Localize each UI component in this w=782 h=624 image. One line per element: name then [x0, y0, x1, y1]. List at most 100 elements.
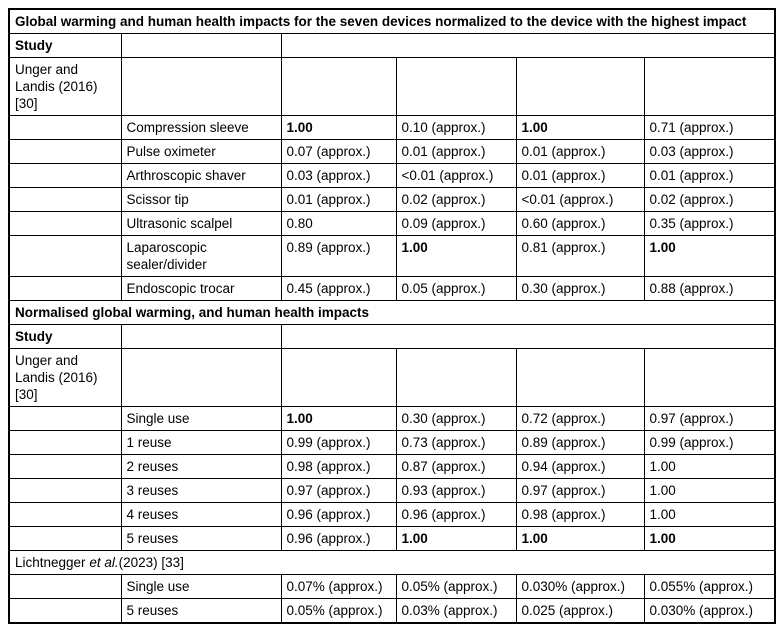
- table-row: 3 reuses 0.97 (approx.) 0.93 (approx.) 0…: [8, 478, 776, 503]
- value-cell: 1.00: [280, 406, 397, 431]
- empty-cell: [280, 324, 776, 349]
- table-row: 1 reuse 0.99 (approx.) 0.73 (approx.) 0.…: [8, 430, 776, 455]
- value-cell: 0.01 (approx.): [395, 139, 517, 164]
- value-cell: 1.00: [280, 115, 397, 140]
- value-cell: <0.01 (approx.): [515, 187, 645, 212]
- device-label: Laparoscopic sealer/divider: [126, 240, 207, 272]
- empty-cell: [8, 139, 122, 164]
- use-label-cell: 2 reuses: [120, 454, 282, 479]
- value-cell: 0.05% (approx.): [395, 574, 517, 599]
- use-label-cell: Single use: [120, 406, 282, 431]
- table-row: 5 reuses 0.96 (approx.) 1.00 1.00 1.00: [8, 526, 776, 551]
- value-cell: 0.96 (approx.): [280, 502, 397, 527]
- value-cell: 1.00: [643, 235, 776, 277]
- value-cell: 0.02 (approx.): [395, 187, 517, 212]
- device-label-cell: Compression sleeve: [120, 115, 282, 140]
- section1-study-header: Study: [8, 33, 122, 58]
- value-cell: 0.45 (approx.): [280, 276, 397, 301]
- table-row: Laparoscopic sealer/divider 0.89 (approx…: [8, 235, 776, 277]
- value-cell: <0.01 (approx.): [395, 163, 517, 188]
- device-label-cell: Endoscopic trocar: [120, 276, 282, 301]
- table-row: Scissor tip 0.01 (approx.) 0.02 (approx.…: [8, 187, 776, 212]
- value-cell: 0.07% (approx.): [280, 574, 397, 599]
- value-cell: 0.01 (approx.): [280, 187, 397, 212]
- value-cell: 0.025 (approx.): [515, 598, 645, 624]
- section3-study-citation: Lichtnegger et al.(2023) [33]: [8, 550, 776, 575]
- empty-cell: [8, 430, 122, 455]
- section2-title: Normalised global warming, and human hea…: [8, 300, 776, 325]
- empty-cell: [120, 33, 282, 58]
- table-row: Endoscopic trocar 0.45 (approx.) 0.05 (a…: [8, 276, 776, 301]
- use-label-cell: Single use: [120, 574, 282, 599]
- value-cell: 0.05 (approx.): [395, 276, 517, 301]
- value-cell: 0.97 (approx.): [643, 406, 776, 431]
- value-cell: 0.89 (approx.): [515, 430, 645, 455]
- value-cell: 1.00: [643, 526, 776, 551]
- device-label-cell: Laparoscopic sealer/divider: [120, 235, 282, 277]
- value-cell: 0.30 (approx.): [515, 276, 645, 301]
- value-cell: 1.00: [643, 478, 776, 503]
- empty-cell: [8, 478, 122, 503]
- section1-title: Global warming and human health impacts …: [8, 8, 776, 34]
- table-row: Unger and Landis (2016) [30]: [8, 348, 776, 407]
- value-cell: 1.00: [515, 526, 645, 551]
- empty-cell: [8, 406, 122, 431]
- study-citation-suffix: (2023) [33]: [118, 555, 184, 570]
- value-cell: 0.81 (approx.): [515, 235, 645, 277]
- value-cell: 0.07 (approx.): [280, 139, 397, 164]
- empty-cell: [8, 502, 122, 527]
- value-cell: 0.99 (approx.): [280, 430, 397, 455]
- value-cell: 0.72 (approx.): [515, 406, 645, 431]
- table-row: Study: [8, 33, 776, 58]
- table-row: Single use 0.07% (approx.) 0.05% (approx…: [8, 574, 776, 599]
- value-cell: 0.05% (approx.): [280, 598, 397, 624]
- use-label-cell: 3 reuses: [120, 478, 282, 503]
- value-cell: 0.98 (approx.): [280, 454, 397, 479]
- value-cell: 0.01 (approx.): [515, 139, 645, 164]
- study-citation-prefix: Lichtnegger: [15, 555, 90, 570]
- empty-cell: [8, 187, 122, 212]
- value-cell: 0.94 (approx.): [515, 454, 645, 479]
- empty-cell: [515, 57, 645, 116]
- table-row: Single use 1.00 0.30 (approx.) 0.72 (app…: [8, 406, 776, 431]
- table-row: Normalised global warming, and human hea…: [8, 300, 776, 325]
- section1-study-citation: Unger and Landis (2016) [30]: [8, 57, 122, 116]
- device-label-cell: Ultrasonic scalpel: [120, 211, 282, 236]
- use-label-cell: 4 reuses: [120, 502, 282, 527]
- value-cell: 0.030% (approx.): [515, 574, 645, 599]
- empty-cell: [8, 598, 122, 624]
- value-cell: 0.97 (approx.): [280, 478, 397, 503]
- study-citation-etal: et al.: [89, 555, 119, 570]
- empty-cell: [120, 57, 282, 116]
- table-row: Global warming and human health impacts …: [8, 8, 776, 34]
- use-label-cell: 5 reuses: [120, 598, 282, 624]
- value-cell: 0.01 (approx.): [643, 163, 776, 188]
- empty-cell: [8, 526, 122, 551]
- value-cell: 0.80: [280, 211, 397, 236]
- value-cell: 0.30 (approx.): [395, 406, 517, 431]
- empty-cell: [280, 57, 397, 116]
- empty-cell: [515, 348, 645, 407]
- empty-cell: [8, 454, 122, 479]
- table-row: Lichtnegger et al.(2023) [33]: [8, 550, 776, 575]
- value-cell: 0.03 (approx.): [280, 163, 397, 188]
- empty-cell: [280, 33, 776, 58]
- impact-comparison-table: Global warming and human health impacts …: [8, 8, 777, 624]
- table-row: Pulse oximeter 0.07 (approx.) 0.01 (appr…: [8, 139, 776, 164]
- value-cell: 0.99 (approx.): [643, 430, 776, 455]
- value-cell: 0.71 (approx.): [643, 115, 776, 140]
- value-cell: 0.03 (approx.): [643, 139, 776, 164]
- use-label-cell: 1 reuse: [120, 430, 282, 455]
- value-cell: 0.10 (approx.): [395, 115, 517, 140]
- empty-cell: [8, 276, 122, 301]
- value-cell: 0.02 (approx.): [643, 187, 776, 212]
- value-cell: 0.73 (approx.): [395, 430, 517, 455]
- empty-cell: [395, 348, 517, 407]
- empty-cell: [8, 211, 122, 236]
- empty-cell: [8, 115, 122, 140]
- value-cell: 0.88 (approx.): [643, 276, 776, 301]
- value-cell: 1.00: [643, 502, 776, 527]
- value-cell: 0.03% (approx.): [395, 598, 517, 624]
- value-cell: 0.93 (approx.): [395, 478, 517, 503]
- table-row: Unger and Landis (2016) [30]: [8, 57, 776, 116]
